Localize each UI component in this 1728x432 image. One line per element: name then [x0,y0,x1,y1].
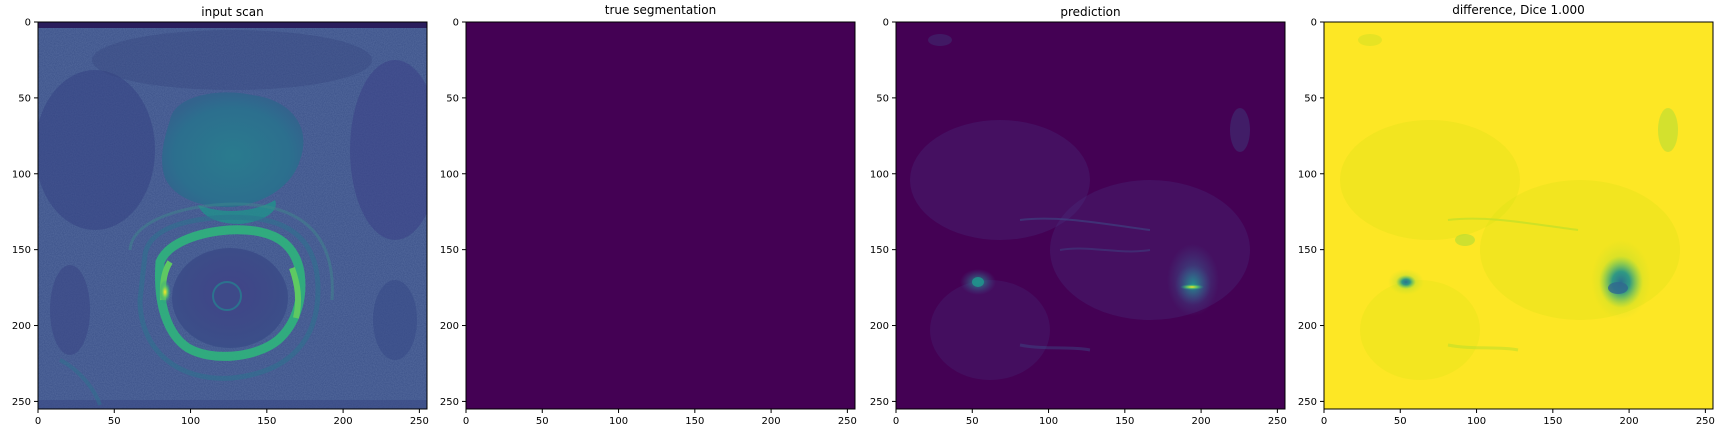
x-tick-label: 50 [966,416,979,427]
panel-title: prediction [1060,5,1120,19]
panel-title: difference, Dice 1.000 [1452,3,1585,17]
y-tick-label: 100 [1298,169,1317,180]
panel-title: true segmentation [605,3,716,17]
x-tick-label: 250 [1696,416,1715,427]
panel-input-scan: input scan [12,5,429,427]
x-tick-label: 250 [838,416,857,427]
x-ticks: 0 50 100 150 200 250 [893,409,1287,427]
y-tick-label: 200 [440,321,459,332]
x-tick-label: 200 [1620,416,1639,427]
x-tick-label: 250 [1268,416,1287,427]
x-tick-label: 50 [1394,416,1407,427]
y-tick-label: 50 [876,93,889,104]
mri-image [38,22,427,409]
panel-title: input scan [201,5,264,19]
x-tick-label: 100 [1039,416,1058,427]
y-tick-label: 150 [12,245,31,256]
prediction-image [896,22,1285,409]
y-tick-label: 150 [870,245,889,256]
y-ticks: 0 50 100 150 200 250 [440,18,466,408]
y-ticks: 0 50 100 150 200 250 [870,18,896,408]
y-ticks: 0 50 100 150 200 250 [12,18,38,408]
x-tick-label: 100 [609,416,628,427]
x-ticks: 0 50 100 150 200 250 [1321,409,1715,427]
x-tick-label: 150 [257,416,276,427]
x-tick-label: 150 [1543,416,1562,427]
y-tick-label: 50 [446,93,459,104]
y-tick-label: 0 [453,18,459,29]
y-tick-label: 100 [440,169,459,180]
y-tick-label: 250 [1298,397,1317,408]
y-tick-label: 200 [870,321,889,332]
panel-difference: difference, Dice 1.000 0 50 100 150 200 250 0… [1298,3,1715,427]
y-tick-label: 100 [870,169,889,180]
x-tick-label: 150 [1115,416,1134,427]
y-tick-label: 200 [1298,321,1317,332]
y-tick-label: 0 [25,18,31,29]
x-tick-label: 150 [685,416,704,427]
x-tick-label: 0 [1321,416,1327,427]
segmentation-image [466,22,855,409]
x-tick-label: 200 [334,416,353,427]
y-tick-label: 250 [440,397,459,408]
x-tick-label: 250 [410,416,429,427]
y-ticks: 0 50 100 150 200 250 [1298,18,1324,408]
x-tick-label: 50 [108,416,121,427]
y-tick-label: 50 [1304,93,1317,104]
y-tick-label: 200 [12,321,31,332]
x-tick-label: 100 [1467,416,1486,427]
panel-prediction: prediction 0 50 100 150 200 250 0 50 100 150 200 2… [870,5,1287,427]
x-tick-label: 0 [893,416,899,427]
x-ticks: 0 50 100 150 200 250 [35,409,429,427]
x-tick-label: 0 [35,416,41,427]
y-tick-label: 250 [870,397,889,408]
y-tick-label: 50 [18,93,31,104]
x-tick-label: 0 [463,416,469,427]
x-tick-label: 200 [1192,416,1211,427]
x-tick-label: 50 [536,416,549,427]
panel-true-segmentation: true segmentation 0 50 100 150 200 250 0 50 100… [440,3,857,427]
y-tick-label: 0 [883,18,889,29]
y-tick-label: 100 [12,169,31,180]
y-tick-label: 150 [440,245,459,256]
y-tick-label: 150 [1298,245,1317,256]
x-ticks: 0 50 100 150 200 250 [463,409,857,427]
y-tick-label: 0 [1311,18,1317,29]
difference-image [1324,22,1713,409]
y-tick-label: 250 [12,397,31,408]
x-tick-label: 100 [181,416,200,427]
x-tick-label: 200 [762,416,781,427]
